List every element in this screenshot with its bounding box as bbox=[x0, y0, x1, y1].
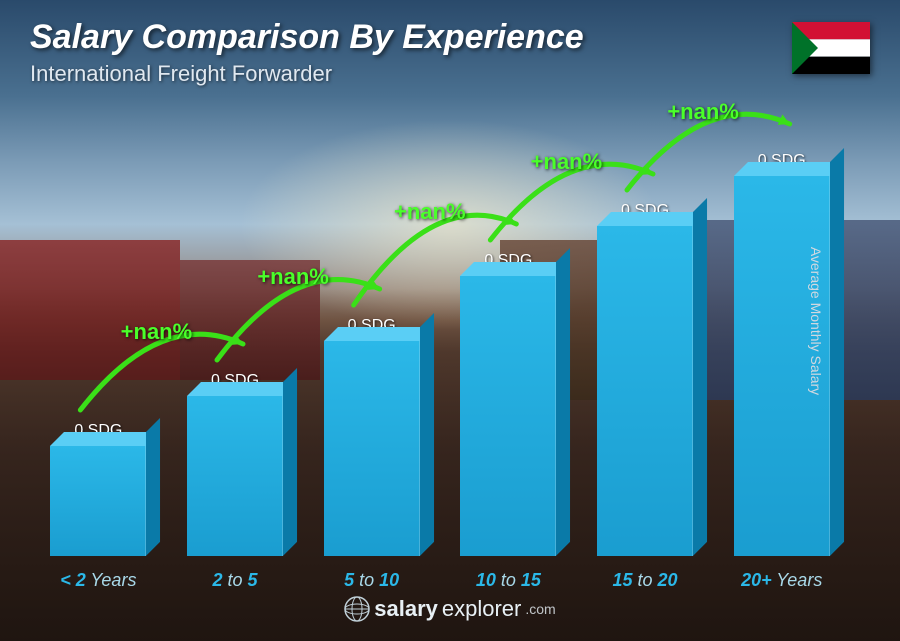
brand-light: explorer bbox=[442, 596, 521, 622]
chart-subtitle: International Freight Forwarder bbox=[30, 61, 870, 87]
globe-icon bbox=[344, 596, 370, 622]
brand-bold: salary bbox=[374, 596, 438, 622]
growth-pct-label: +nan% bbox=[394, 199, 466, 225]
y-axis-label: Average Monthly Salary bbox=[808, 246, 824, 394]
country-flag-icon bbox=[792, 22, 870, 74]
header: Salary Comparison By Experience Internat… bbox=[30, 18, 870, 87]
chart-title: Salary Comparison By Experience bbox=[30, 18, 870, 57]
footer-logo: salaryexplorer.com bbox=[344, 596, 555, 622]
footer: salaryexplorer.com bbox=[0, 596, 900, 627]
x-axis-label: < 2 Years bbox=[30, 570, 167, 591]
growth-pct-label: +nan% bbox=[531, 149, 603, 175]
growth-pct-label: +nan% bbox=[667, 99, 739, 125]
brand-suffix: .com bbox=[525, 601, 555, 617]
x-axis-label: 5 to 10 bbox=[303, 570, 440, 591]
growth-pct-label: +nan% bbox=[257, 264, 329, 290]
chart-area: 0 SDG0 SDG0 SDG0 SDG0 SDG0 SDG +nan%+nan… bbox=[30, 110, 850, 556]
x-axis-label: 15 to 20 bbox=[577, 570, 714, 591]
x-axis-label: 20+ Years bbox=[713, 570, 850, 591]
x-axis-label: 2 to 5 bbox=[167, 570, 304, 591]
x-axis-label: 10 to 15 bbox=[440, 570, 577, 591]
growth-pct-label: +nan% bbox=[121, 319, 193, 345]
x-axis: < 2 Years2 to 55 to 1010 to 1515 to 2020… bbox=[30, 570, 850, 591]
